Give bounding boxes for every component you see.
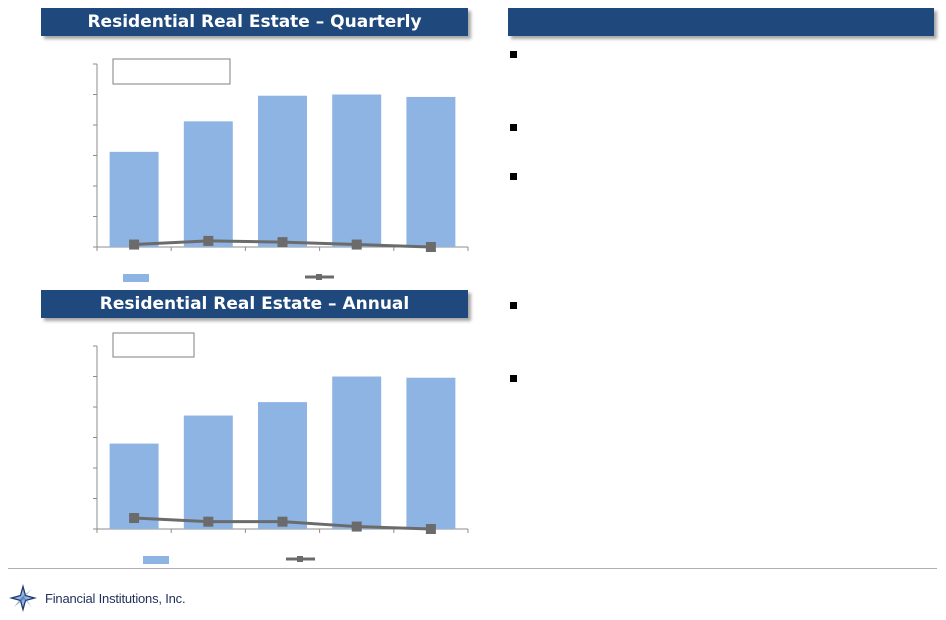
commentary-header (508, 8, 934, 36)
quarterly-legend-bar-swatch (123, 274, 149, 282)
quarterly-bar (332, 94, 382, 247)
bullet-marker (510, 173, 517, 180)
annual-bar (183, 415, 233, 529)
footer-divider (8, 568, 937, 569)
bullet-marker (510, 124, 517, 131)
annual-legend-bar-swatch (143, 556, 169, 564)
quarterly-legend-line-marker (316, 274, 322, 280)
quarterly-bar (258, 95, 307, 247)
annual-line-point (351, 521, 362, 532)
quarterly-line-point (351, 239, 362, 250)
bullet-marker (510, 302, 517, 309)
annual-line-point (129, 513, 140, 524)
annual-bar (258, 402, 307, 529)
quarterly-bar (109, 151, 159, 247)
annual-line-point (203, 516, 214, 527)
annual-line-point (425, 524, 436, 534)
quarterly-chart-label-box (112, 58, 231, 85)
quarterly-chart (93, 58, 469, 282)
annual-bar (332, 376, 382, 529)
annual-bar (406, 377, 456, 529)
annual-chart (93, 332, 469, 564)
annual-chart-title: Residential Real Estate – Annual (41, 290, 468, 318)
annual-chart-label-box (112, 332, 195, 358)
company-logo-star-icon (9, 584, 37, 612)
annual-legend-line-marker (297, 556, 303, 562)
quarterly-bar (406, 96, 456, 247)
company-name: Financial Institutions, Inc. (45, 591, 186, 606)
quarterly-line-point (425, 242, 436, 252)
commentary-bullets (510, 0, 930, 560)
quarterly-line-point (203, 235, 214, 246)
quarterly-chart-title: Residential Real Estate – Quarterly (41, 8, 468, 36)
annual-line-point (277, 516, 288, 527)
bullet-marker (510, 51, 517, 58)
bullet-marker (510, 375, 517, 382)
quarterly-bar (183, 121, 233, 247)
quarterly-line-point (277, 237, 288, 248)
quarterly-line-point (129, 239, 140, 250)
